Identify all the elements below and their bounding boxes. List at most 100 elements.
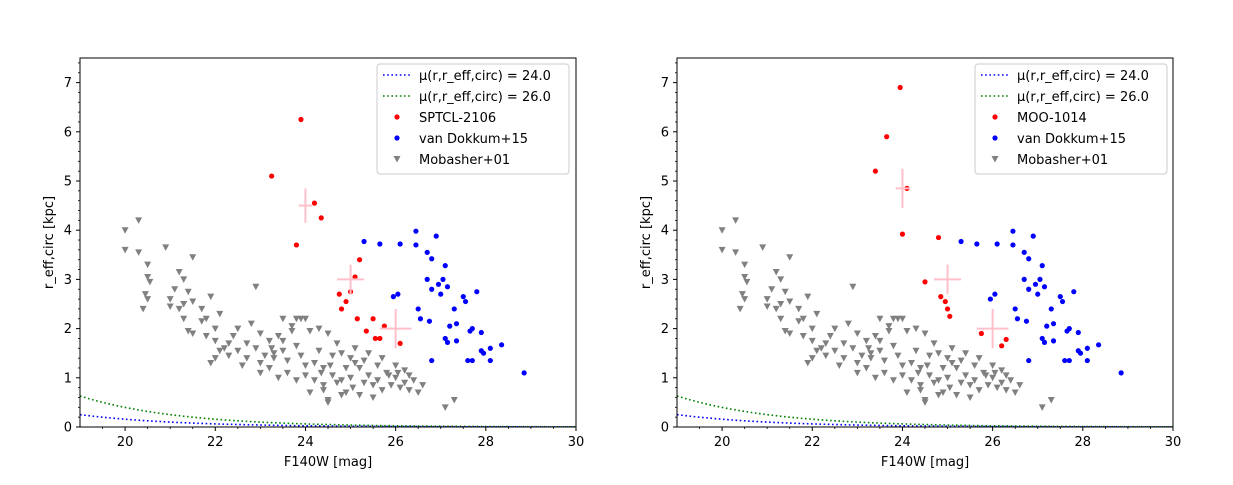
- point-mobasher-01: [180, 315, 188, 323]
- point-mobasher-01: [338, 392, 346, 399]
- point-mobasher-01: [225, 340, 233, 347]
- point-mobasher-01: [319, 387, 327, 394]
- point-mobasher-01: [786, 298, 794, 306]
- point-mobasher-01: [817, 345, 825, 352]
- point-mobasher-01: [894, 352, 902, 360]
- point-van-dokkum-15: [474, 289, 480, 295]
- point-van-dokkum-15: [424, 276, 430, 282]
- point-mobasher-01: [795, 318, 803, 325]
- point-mobasher-01: [374, 362, 382, 369]
- point-mobasher-01: [808, 355, 816, 362]
- point-mobasher-01: [921, 330, 929, 338]
- point-sptcl-2106: [336, 291, 342, 297]
- point-mobasher-01: [356, 364, 364, 372]
- point-van-dokkum-15: [480, 350, 487, 356]
- point-mobasher-01: [365, 372, 373, 379]
- point-van-dokkum-15: [1032, 281, 1039, 287]
- point-mobasher-01: [216, 347, 224, 355]
- point-van-dokkum-15: [460, 294, 466, 300]
- legend-entry-label: μ(r,r_eff,circ) = 24.0: [419, 69, 551, 84]
- point-van-dokkum-15: [390, 294, 396, 300]
- point-mobasher-01: [732, 249, 740, 256]
- y-tick-label: 6: [64, 125, 72, 140]
- point-mobasher-01: [274, 332, 282, 340]
- point-mobasher-01: [342, 364, 350, 372]
- point-mobasher-01: [175, 305, 183, 313]
- point-mobasher-01: [369, 394, 377, 401]
- point-mobasher-01: [405, 387, 413, 394]
- point-van-dokkum-15: [465, 357, 471, 364]
- point-mobasher-01: [274, 374, 282, 382]
- x-tick-label: 28: [1075, 435, 1092, 450]
- y-tick-label: 5: [661, 175, 669, 190]
- plot-area: [677, 84, 1173, 427]
- point-mobasher-01: [121, 246, 129, 254]
- point-mobasher-01: [718, 227, 726, 234]
- point-mobasher-01: [202, 332, 210, 340]
- point-mobasher-01: [387, 382, 395, 389]
- point-van-dokkum-15: [444, 339, 451, 345]
- x-tick-label: 26: [387, 435, 404, 450]
- y-tick-label: 1: [64, 371, 72, 386]
- point-mobasher-01: [301, 372, 309, 379]
- point-mobasher-01: [966, 394, 974, 401]
- point-mobasher-01: [441, 404, 449, 411]
- point-mobasher-01: [880, 369, 888, 377]
- point-mobasher-01: [319, 382, 327, 389]
- point-van-dokkum-15: [1041, 339, 1048, 345]
- point-mobasher-01: [916, 387, 924, 394]
- point-van-dokkum-15: [1050, 338, 1057, 344]
- point-mobasher-01: [971, 377, 979, 384]
- point-mobasher-01: [926, 352, 934, 360]
- point-mobasher-01: [238, 362, 246, 369]
- point-mobasher-01: [998, 379, 1006, 387]
- point-mobasher-01: [356, 392, 364, 399]
- point-moo-1014: [944, 306, 951, 312]
- point-mobasher-01: [144, 296, 152, 303]
- x-tick-label: 28: [478, 435, 495, 450]
- x-tick-label: 20: [117, 435, 134, 450]
- point-mobasher-01: [867, 350, 875, 357]
- point-mobasher-01: [256, 330, 264, 338]
- point-mobasher-01: [916, 364, 924, 372]
- y-tick-label: 2: [661, 322, 669, 337]
- point-mobasher-01: [1002, 372, 1010, 379]
- point-mobasher-01: [198, 305, 206, 313]
- point-mobasher-01: [279, 315, 287, 323]
- point-mobasher-01: [813, 310, 821, 318]
- x-axis-label: F140W [mag]: [881, 455, 969, 470]
- point-mobasher-01: [351, 360, 359, 367]
- point-mobasher-01: [270, 350, 278, 357]
- point-mobasher-01: [414, 389, 422, 397]
- point-van-dokkum-15: [1062, 357, 1068, 364]
- point-mobasher-01: [234, 347, 242, 355]
- point-mobasher-01: [405, 372, 413, 379]
- point-mobasher-01: [831, 325, 839, 333]
- point-mobasher-01: [256, 369, 264, 377]
- point-van-dokkum-15: [395, 291, 401, 297]
- point-mobasher-01: [146, 278, 154, 286]
- point-mobasher-01: [349, 384, 357, 392]
- legend-entry-label: van Dokkum+15: [419, 132, 528, 147]
- legend-entry-label: SPTCL-2106: [419, 111, 496, 126]
- point-moo-1014: [942, 298, 948, 305]
- point-mobasher-01: [1011, 389, 1019, 397]
- point-van-dokkum-15: [1066, 357, 1072, 364]
- point-mobasher-01: [804, 293, 812, 301]
- point-mobasher-01: [283, 357, 291, 365]
- point-mobasher-01: [743, 278, 751, 286]
- point-mobasher-01: [374, 377, 382, 384]
- point-van-dokkum-15: [453, 338, 460, 344]
- point-mobasher-01: [342, 389, 350, 397]
- point-mobasher-01: [849, 283, 857, 291]
- point-mobasher-01: [865, 345, 873, 352]
- point-mobasher-01: [175, 269, 183, 276]
- point-mobasher-01: [939, 364, 947, 372]
- point-van-dokkum-15: [451, 306, 457, 312]
- point-mobasher-01: [1038, 404, 1046, 411]
- point-van-dokkum-15: [499, 342, 505, 348]
- point-mobasher-01: [831, 347, 839, 355]
- point-mobasher-01: [297, 352, 305, 360]
- point-mobasher-01: [926, 372, 934, 379]
- point-mobasher-01: [935, 377, 943, 384]
